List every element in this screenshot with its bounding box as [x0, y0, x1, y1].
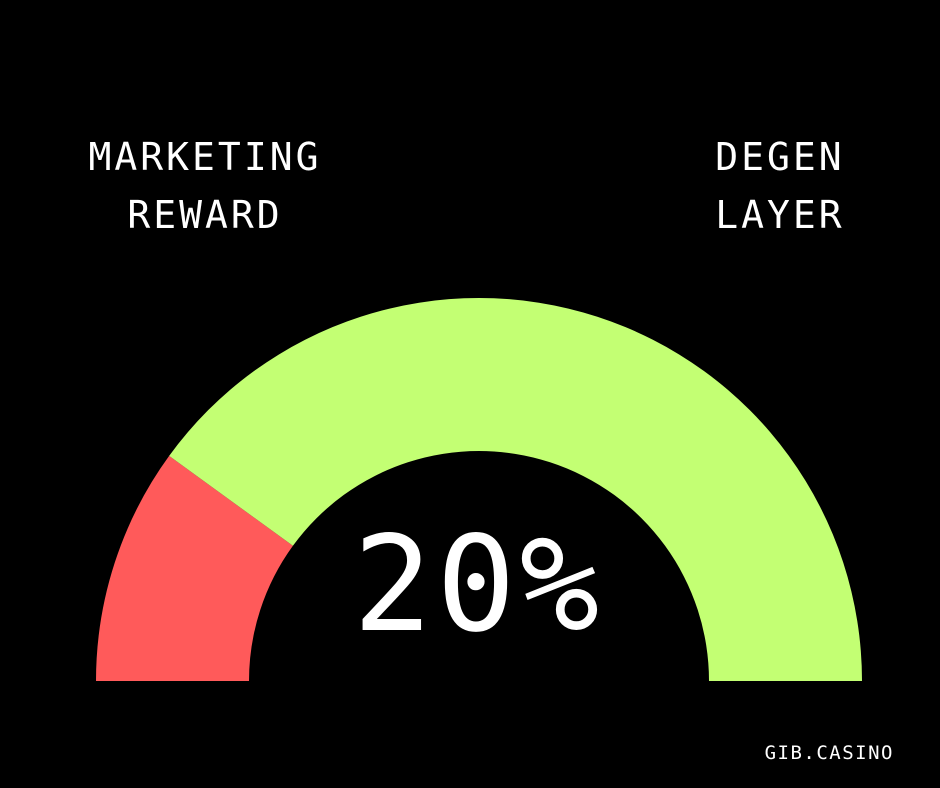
marketing-reward-label: MARKETING REWARD — [60, 128, 350, 244]
degen-layer-label: DEGEN LAYER — [690, 128, 870, 244]
gauge-value: 20% — [352, 508, 604, 662]
marketing-reward-label-line2: REWARD — [127, 193, 283, 237]
gauge-segment-degen-layer — [169, 297, 862, 681]
degen-layer-label-line2: LAYER — [715, 193, 845, 237]
gauge-segment-marketing-reward — [96, 455, 293, 681]
marketing-reward-label-line1: MARKETING — [88, 135, 322, 179]
brand-label: GIB.CASINO — [764, 742, 894, 764]
degen-layer-label-line1: DEGEN — [715, 135, 845, 179]
